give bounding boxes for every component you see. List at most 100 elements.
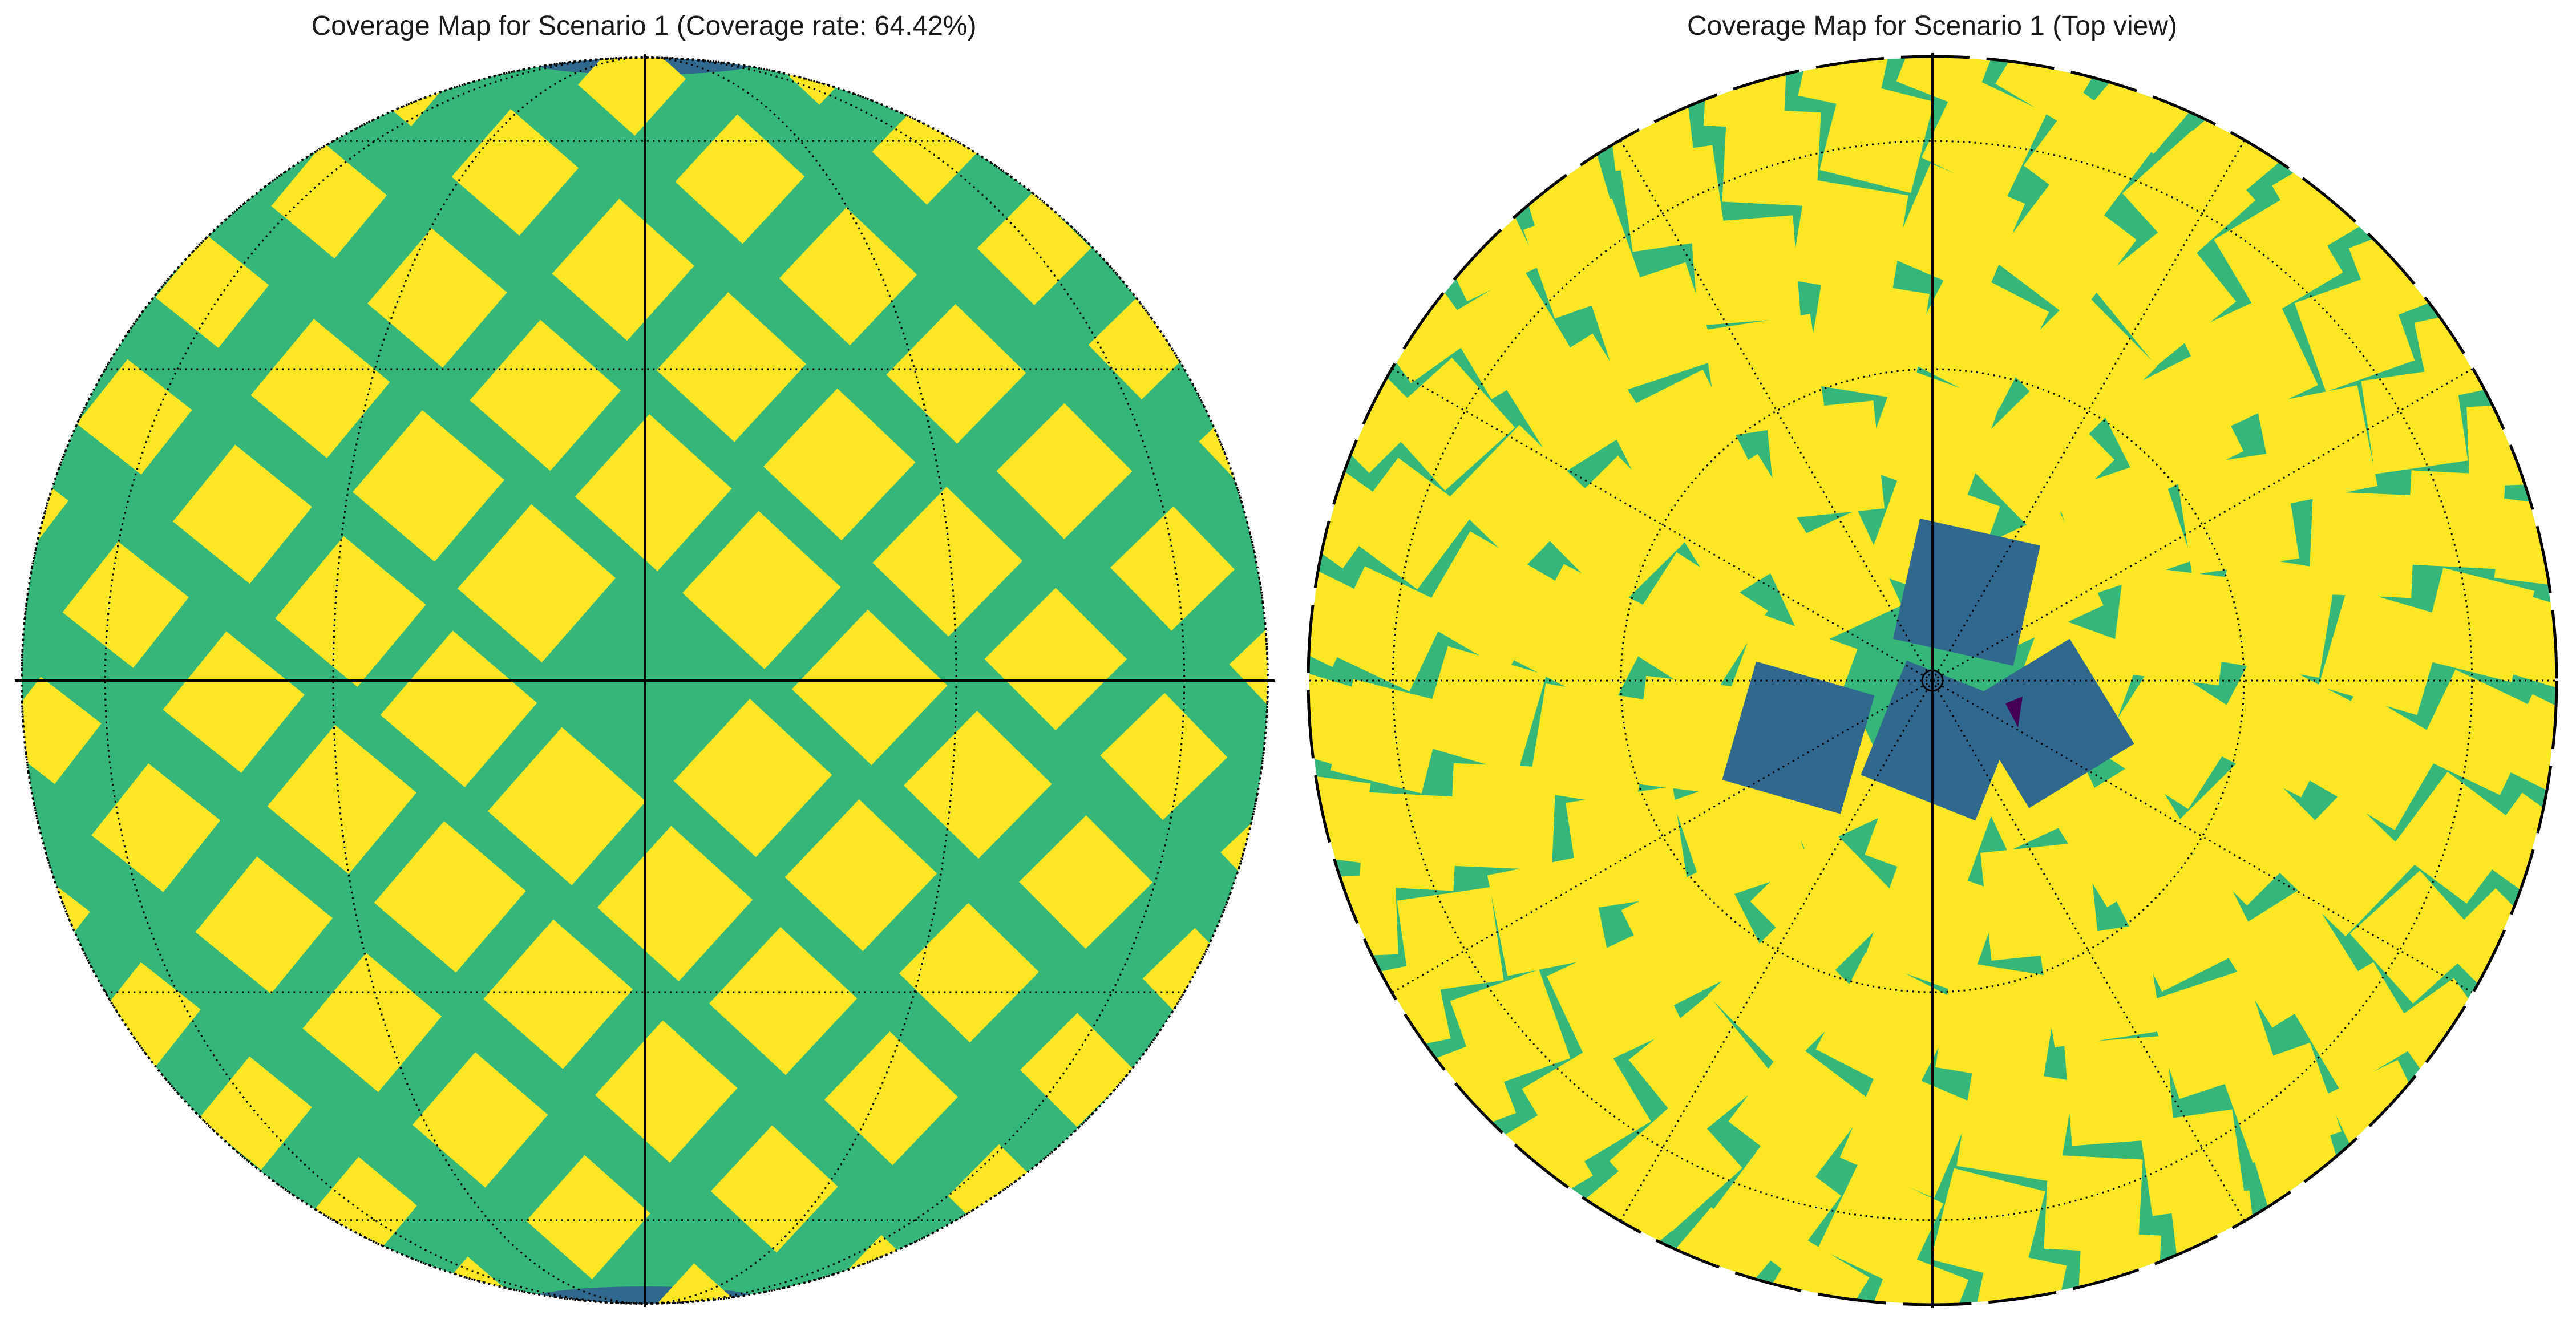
footprint-cell	[2111, 564, 2232, 686]
footprint-cell	[552, 199, 694, 341]
footprint-cell	[1702, 314, 1827, 438]
footprint-cell	[1972, 1249, 2067, 1304]
footprint-cell	[656, 292, 806, 442]
footprint-cell	[22, 677, 102, 784]
double-coverage-cell	[1722, 661, 1875, 814]
footprint-cell	[2494, 498, 2555, 588]
footprint-cell	[1341, 458, 1474, 590]
footprint-cell	[2004, 289, 2158, 443]
footprint-cell	[1760, 1236, 1870, 1304]
footprint-cell	[1019, 815, 1153, 949]
footprint-cell	[1980, 841, 2100, 961]
footprint-cell	[597, 826, 753, 982]
side-view-panel: Coverage Map for Scenario 1 (Coverage ra…	[15, 11, 1275, 1307]
footprint-cell	[470, 319, 621, 471]
footprint-cell	[1419, 646, 1547, 774]
double-coverage-cell	[1893, 519, 2040, 666]
footprint-cell	[62, 541, 189, 668]
triple-coverage-cell	[2005, 697, 2023, 727]
footprint-cell	[1722, 107, 1821, 207]
pole-marker	[1921, 669, 1944, 692]
footprint-cell	[1931, 1168, 2045, 1283]
footprint-cell	[2064, 1035, 2175, 1146]
longitude-spoke	[1620, 680, 1934, 1221]
footprint-cell	[2466, 403, 2550, 487]
footprint-cell	[1765, 400, 1885, 520]
footprint-cell	[2212, 553, 2337, 678]
footprint-cell	[1805, 276, 1930, 401]
top-view-coverage-map	[1307, 53, 2558, 1308]
footprint-cell	[1547, 932, 1684, 1069]
limb-outline	[1307, 55, 2558, 1306]
footprint-cell	[899, 903, 1039, 1043]
footprint-cell	[673, 698, 832, 857]
footprint-cell	[675, 114, 805, 244]
footprint-cell	[380, 630, 537, 787]
footprint-cell	[250, 319, 390, 459]
footprint-cell	[575, 414, 732, 572]
footprint-cell	[413, 1052, 548, 1188]
footprint-cell	[1633, 675, 1754, 797]
footprint-cell	[91, 763, 221, 892]
footprint-cell	[709, 927, 858, 1075]
footprint-cell	[2139, 1109, 2246, 1216]
footprint-cell	[163, 631, 305, 773]
pole-dot	[1930, 678, 1935, 683]
footprint-cell	[1995, 58, 2105, 125]
top-view-title: Coverage Map for Scenario 1 (Top view)	[1687, 11, 2178, 41]
footprint-cell	[1690, 215, 1801, 326]
footprint-cell	[2407, 470, 2506, 569]
footprint-cell	[1819, 78, 1934, 193]
footprint-cell	[2504, 595, 2555, 695]
latitude-ring	[1392, 140, 2473, 1221]
footprint-cell	[984, 588, 1127, 731]
footprint-cell	[1487, 855, 1608, 976]
footprint-cell	[577, 58, 686, 136]
footprint-cell	[1100, 693, 1228, 820]
footprint-cell	[2038, 924, 2162, 1047]
footprint-cell	[1443, 270, 1572, 399]
footprint-cell	[1330, 679, 1445, 794]
footprint-cell	[487, 727, 646, 885]
footprint-cell	[2044, 1155, 2143, 1254]
footprint-cell	[2420, 568, 2535, 682]
footprint-cell	[2271, 791, 2417, 937]
footprint-cell	[1707, 919, 1861, 1073]
footprint-cell	[1704, 58, 1788, 130]
footprint-cell	[457, 504, 616, 662]
footprint-cell	[1309, 560, 1368, 667]
footprint-cell	[824, 1031, 958, 1166]
footprint-cell	[199, 1056, 312, 1170]
footprint-cell	[1523, 198, 1644, 319]
footprint-cell	[1956, 1064, 2075, 1183]
footprint-cell	[302, 953, 442, 1093]
footprint-cell	[1356, 960, 1451, 1055]
footprint-cell	[2349, 871, 2483, 1004]
footprint-cell	[2221, 1042, 2342, 1163]
footprint-layer	[1309, 58, 2555, 1304]
footprint-cell	[353, 410, 504, 562]
footprint-cell	[1309, 666, 1361, 766]
footprint-cell	[595, 1020, 738, 1163]
footprint-cell	[271, 143, 387, 259]
footprint-cell	[2414, 306, 2509, 401]
footprint-cell	[1818, 1163, 1944, 1289]
footprint-cell	[76, 359, 192, 475]
footprint-cell	[904, 710, 1052, 859]
footprint-cell	[1839, 1063, 1975, 1198]
footprint-cell	[483, 919, 633, 1069]
footprint-cell	[1309, 773, 1371, 863]
footprint-cell	[1528, 683, 1653, 808]
footprint-cell	[645, 1263, 748, 1304]
footprint-cell	[2475, 792, 2555, 904]
footprint-cell	[1935, 960, 2060, 1085]
longitude-spoke	[1620, 140, 1934, 681]
footprint-cell	[1449, 763, 1556, 871]
footprint-cell	[1921, 72, 2047, 199]
footprint-cell	[1890, 163, 2025, 298]
footprint-cell	[886, 304, 1026, 444]
footprint-cell	[267, 725, 416, 875]
footprint-cell	[2318, 588, 2446, 715]
footprint-cell	[779, 207, 917, 346]
footprint-cell	[2205, 651, 2351, 798]
